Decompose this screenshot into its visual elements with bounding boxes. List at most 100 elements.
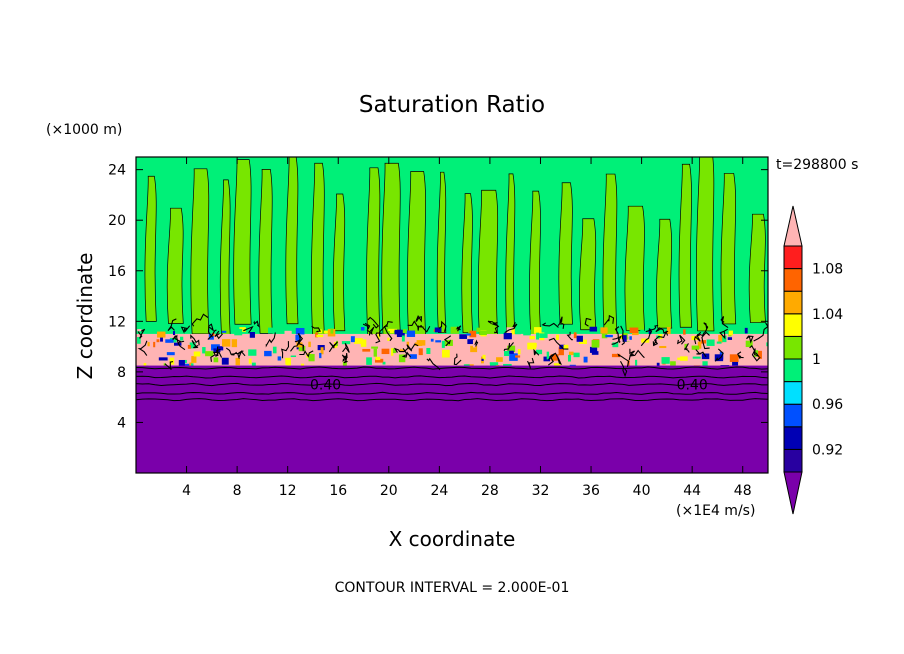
mixing-cell — [640, 329, 645, 333]
contour-squiggle — [214, 330, 223, 340]
mixing-cell — [178, 360, 185, 368]
mixing-cell — [239, 327, 246, 332]
contour-squiggle — [640, 328, 653, 347]
mixing-cell — [558, 347, 564, 356]
contour-squiggle — [676, 334, 686, 345]
x-tick-label: 28 — [481, 483, 499, 499]
y-tick-label: 8 — [117, 365, 126, 381]
mixing-cell — [308, 353, 315, 362]
mixing-cell — [377, 331, 380, 340]
mixing-cell — [589, 326, 598, 332]
mixing-cell — [511, 328, 515, 335]
mixing-cell — [442, 349, 450, 358]
contour-squiggle — [443, 335, 452, 347]
mixing-cell — [648, 328, 652, 335]
mixing-cell — [758, 350, 762, 359]
mixing-cell — [409, 354, 417, 359]
mixing-cell — [264, 350, 272, 357]
mixing-cell — [527, 342, 537, 350]
mixing-cell — [391, 348, 394, 356]
mixing-cell — [481, 358, 484, 361]
mixing-cell — [550, 354, 559, 361]
contour-squiggle — [746, 335, 754, 344]
contour-squiggle — [167, 318, 177, 332]
mixing-cell — [695, 349, 704, 352]
field-layer — [136, 157, 768, 473]
mixing-cell — [503, 333, 512, 340]
mixing-cell — [191, 363, 194, 366]
mixing-cell — [567, 354, 571, 362]
contour-squiggle — [366, 326, 375, 336]
mixing-cell — [275, 337, 278, 340]
contour-squiggle — [557, 316, 565, 329]
contour-squiggle — [367, 316, 380, 329]
mixing-cell — [467, 339, 474, 345]
colorbar-segment — [783, 245, 803, 270]
y-tick-label: 4 — [117, 415, 126, 431]
contour-squiggle — [547, 353, 556, 366]
contour-squiggle — [342, 343, 350, 353]
x-tick-label: 4 — [182, 483, 191, 499]
plume-region — [144, 175, 157, 322]
mixing-cell — [350, 336, 355, 343]
contour-squiggle — [645, 324, 659, 333]
plume-region — [366, 167, 381, 337]
contour-squiggle — [164, 361, 174, 370]
contour-squiggle — [375, 332, 382, 344]
mixing-cell — [406, 330, 416, 337]
mixing-cell — [472, 339, 476, 348]
mixing-cell — [714, 354, 724, 362]
contour-squiggle — [401, 348, 412, 358]
contour-squiggle — [474, 339, 479, 347]
time-label: t=298800 s — [776, 157, 858, 173]
mixing-cell — [702, 361, 708, 367]
plume-region — [332, 193, 346, 332]
mixing-cell — [450, 326, 459, 334]
mixing-cell — [479, 330, 487, 336]
contour-label: 0.40 — [677, 378, 708, 394]
mixing-cell — [515, 355, 521, 358]
plume-region — [720, 173, 737, 325]
mixing-cell — [165, 339, 174, 343]
plot-frame — [135, 156, 769, 474]
colorbar-segment — [783, 358, 803, 383]
contour-squiggle — [137, 340, 148, 356]
contour-squiggle — [554, 352, 563, 365]
mixing-cell — [298, 345, 306, 352]
contour-squiggle — [696, 331, 706, 338]
contour-squiggle — [311, 325, 321, 333]
mixing-cell — [430, 338, 434, 342]
x-tick-label: 12 — [279, 483, 297, 499]
contour-squiggle — [493, 322, 500, 334]
mixing-cell — [375, 356, 381, 361]
plot-area — [136, 157, 768, 473]
colorbar-segment — [783, 290, 803, 315]
mixing-cell — [156, 339, 160, 343]
mixing-cell — [683, 329, 686, 335]
mixing-cell — [600, 327, 608, 334]
contour-squiggle — [417, 324, 431, 333]
contour-squiggle — [299, 350, 314, 358]
mixing-cell — [248, 358, 252, 364]
mixing-cell — [284, 357, 291, 366]
mixing-cell — [221, 357, 229, 365]
mixing-cell — [611, 353, 621, 358]
contour-squiggle — [548, 337, 569, 350]
mixing-cell — [489, 362, 499, 369]
contour-label-layer: 0.40 0.40 — [310, 378, 708, 394]
mixing-cell — [718, 334, 723, 343]
mixing-cell — [509, 353, 518, 361]
mixing-cell — [573, 332, 577, 339]
contour-squiggle — [237, 350, 246, 359]
mixing-cell — [172, 331, 176, 336]
x-tick-label: 44 — [683, 483, 701, 499]
contour-squiggle — [426, 357, 441, 371]
mixing-cell — [366, 357, 372, 365]
mixing-cell — [670, 346, 674, 351]
colorbar-tick-label: 1.04 — [812, 307, 843, 323]
contour-line — [136, 398, 768, 402]
mixing-cell — [279, 358, 286, 366]
mixing-cell — [766, 342, 768, 347]
x-tick-label: 48 — [734, 483, 752, 499]
mixing-cell — [399, 348, 405, 352]
